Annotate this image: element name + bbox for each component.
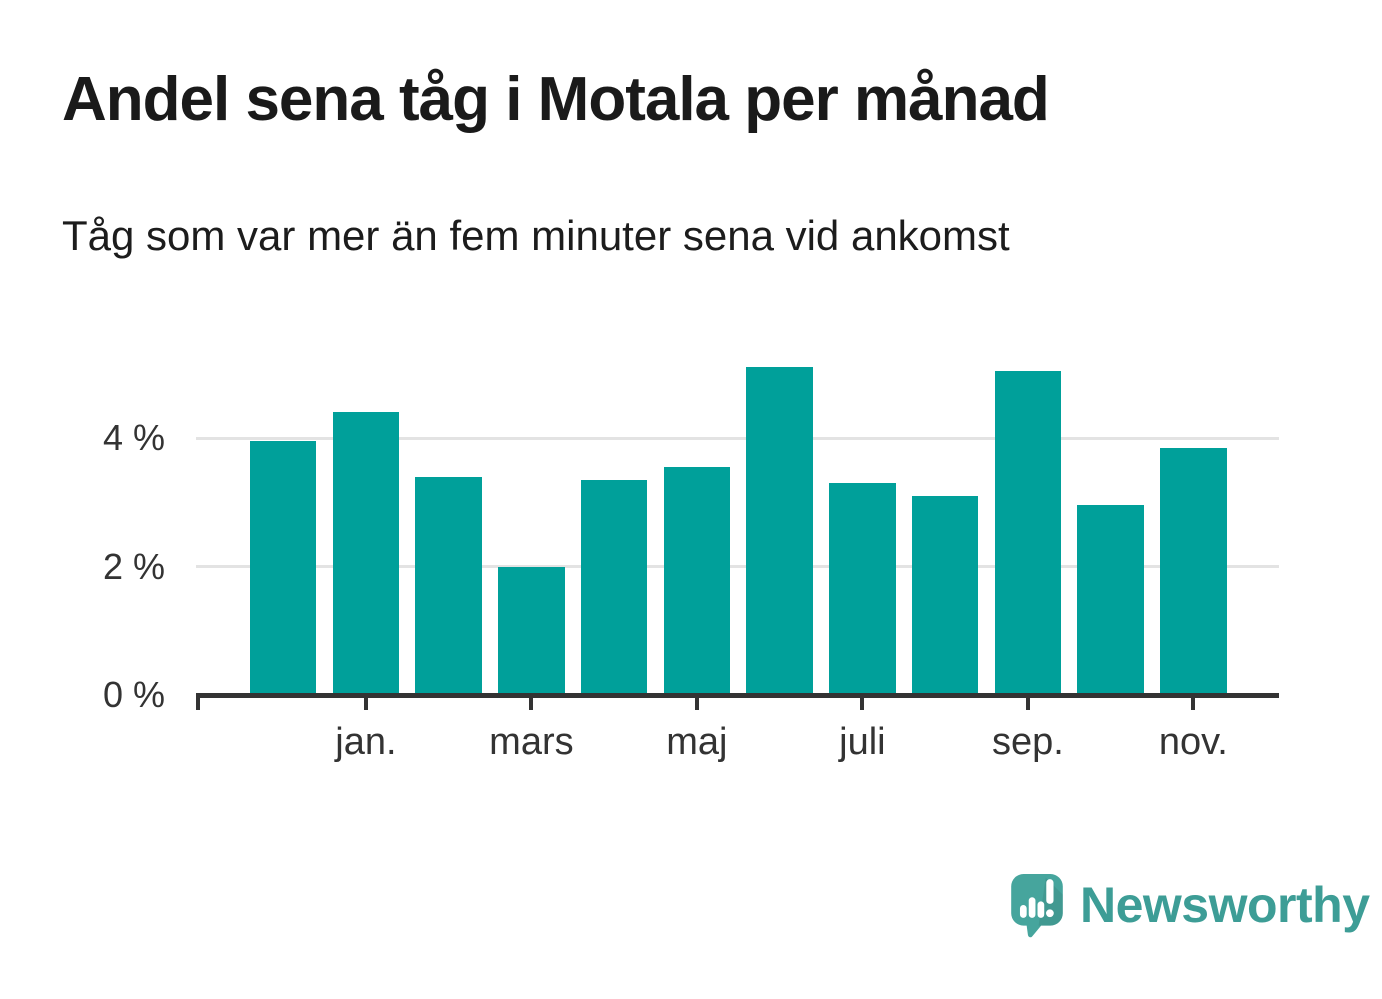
- newsworthy-speech-bubble-icon: [1011, 874, 1063, 938]
- x-axis-label: juli: [839, 721, 886, 763]
- x-axis-outer-tick: [196, 697, 200, 710]
- newsworthy-wordmark: Newsworthy: [1080, 877, 1370, 933]
- bar: [911, 495, 979, 695]
- bar: [994, 370, 1062, 695]
- x-tick: [363, 697, 368, 710]
- y-axis-label: 4 %: [102, 417, 165, 458]
- gridline: [196, 436, 1279, 440]
- bar: [415, 476, 482, 695]
- bar: [746, 367, 813, 695]
- bar: [498, 566, 565, 695]
- y-axis-label: 0 %: [102, 674, 165, 715]
- y-axis-label: 2 %: [102, 545, 165, 587]
- gridline: [196, 565, 1279, 568]
- bar: [580, 479, 648, 695]
- x-tick: [529, 697, 534, 710]
- x-axis-line: [196, 692, 1279, 698]
- bar: [1160, 447, 1227, 695]
- bar: [249, 441, 317, 695]
- bar: [663, 466, 731, 695]
- x-axis-label: maj: [666, 721, 728, 763]
- x-tick: [860, 697, 865, 710]
- chart-title: Andel sena tåg i Motala per månad: [62, 65, 1050, 134]
- bar: [1077, 505, 1144, 695]
- x-axis-label: nov.: [1158, 721, 1228, 763]
- x-axis-label: sep.: [991, 721, 1064, 763]
- chart-subtitle: Tåg som var mer än fem minuter sena vid …: [62, 212, 1010, 259]
- x-axis-label: jan.: [335, 721, 397, 763]
- newsworthy-logo: Newsworthy: [1011, 874, 1370, 938]
- x-tick: [1025, 697, 1030, 710]
- x-tick: [694, 697, 699, 710]
- bar: [829, 482, 896, 695]
- bar: [332, 412, 400, 695]
- x-tick: [1191, 697, 1196, 710]
- x-axis-label: mars: [489, 721, 574, 763]
